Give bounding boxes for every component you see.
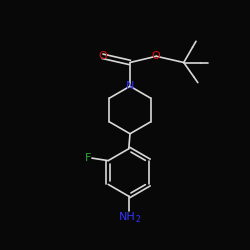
Text: N: N (126, 81, 134, 91)
Text: NH: NH (119, 212, 136, 222)
Text: 2: 2 (136, 215, 140, 224)
Text: O: O (152, 51, 160, 61)
Text: O: O (98, 51, 107, 61)
Text: F: F (85, 153, 91, 163)
